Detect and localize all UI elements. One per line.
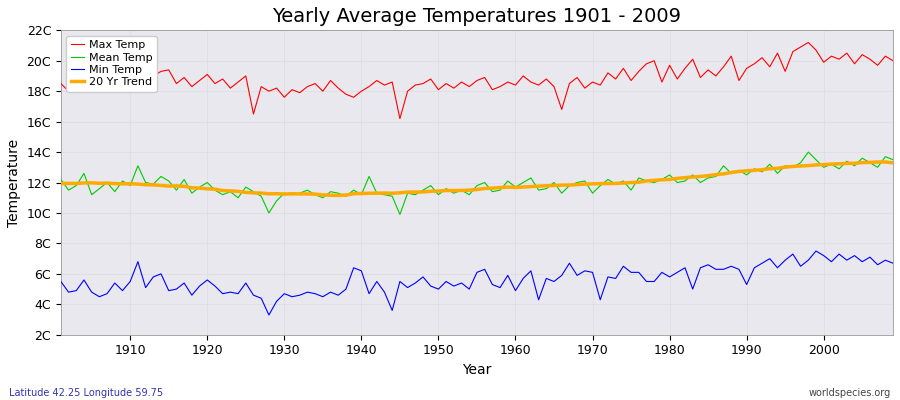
Max Temp [286,87,297,92]
Mean Temp [56,177,67,182]
Min Temp [56,279,67,284]
20 Yr Trend [340,193,351,198]
20 Yr Trend [518,185,528,190]
Mean Temp [610,182,621,186]
Max Temp [117,70,128,75]
Min Temp [610,276,621,281]
Mean Temp [518,180,528,185]
Min Temp [340,287,351,292]
20 Yr Trend [510,185,521,190]
20 Yr Trend [117,182,128,186]
Min Temp [518,276,528,281]
Mean Temp [286,192,297,197]
Line: Max Temp: Max Temp [61,42,893,118]
X-axis label: Year: Year [463,363,491,377]
Max Temp [394,116,405,121]
Legend: Max Temp, Mean Temp, Min Temp, 20 Yr Trend: Max Temp, Mean Temp, Min Temp, 20 Yr Tre… [67,36,157,92]
Max Temp [56,81,67,86]
Line: Mean Temp: Mean Temp [61,152,893,214]
Min Temp [264,312,274,317]
Mean Temp [333,191,344,196]
Mean Temp [394,212,405,217]
Mean Temp [117,179,128,184]
20 Yr Trend [56,181,67,186]
Mean Temp [887,157,898,162]
Min Temp [887,261,898,266]
Title: Yearly Average Temperatures 1901 - 2009: Yearly Average Temperatures 1901 - 2009 [273,7,681,26]
Min Temp [510,288,521,293]
Text: worldspecies.org: worldspecies.org [809,388,891,398]
Text: Latitude 42.25 Longitude 59.75: Latitude 42.25 Longitude 59.75 [9,388,163,398]
20 Yr Trend [333,193,344,198]
Max Temp [510,83,521,88]
Max Temp [333,86,344,90]
Line: Min Temp: Min Temp [61,251,893,315]
20 Yr Trend [887,160,898,165]
20 Yr Trend [610,181,621,186]
20 Yr Trend [286,191,297,196]
Max Temp [803,40,814,45]
Mean Temp [510,185,521,190]
Mean Temp [803,150,814,154]
Max Temp [887,58,898,63]
Min Temp [811,249,822,254]
Min Temp [117,288,128,293]
Line: 20 Yr Trend: 20 Yr Trend [61,162,893,195]
20 Yr Trend [880,160,891,164]
Max Temp [518,74,528,78]
Y-axis label: Temperature: Temperature [7,138,21,226]
Min Temp [294,293,305,298]
Max Temp [610,76,621,81]
